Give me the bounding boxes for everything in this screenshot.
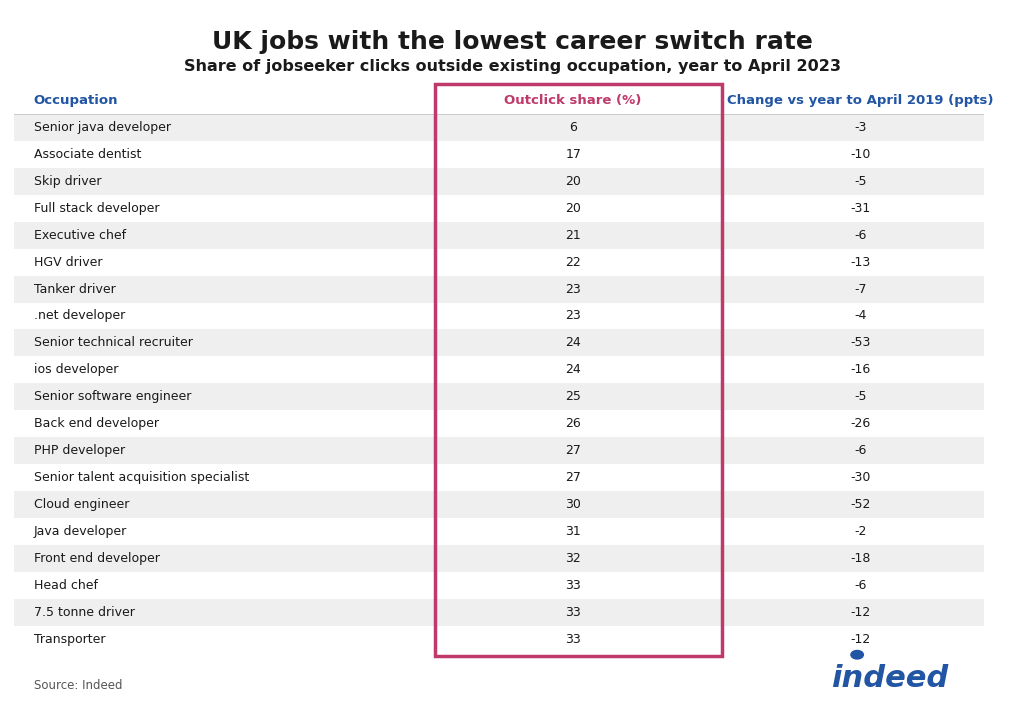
Bar — [14, 87, 984, 114]
Bar — [14, 275, 984, 303]
Text: -5: -5 — [854, 390, 866, 403]
Text: Cloud engineer: Cloud engineer — [34, 498, 129, 511]
Text: 23: 23 — [565, 282, 581, 295]
Text: -12: -12 — [850, 606, 870, 619]
Bar — [14, 491, 984, 518]
Text: Senior java developer: Senior java developer — [34, 121, 171, 134]
Bar — [14, 222, 984, 249]
Bar — [14, 249, 984, 275]
Text: Executive chef: Executive chef — [34, 229, 126, 242]
Text: 27: 27 — [565, 444, 581, 457]
Text: Occupation: Occupation — [34, 94, 119, 107]
Bar — [14, 141, 984, 168]
Text: -31: -31 — [850, 201, 870, 215]
Text: 25: 25 — [565, 390, 581, 403]
Text: Outclick share (%): Outclick share (%) — [505, 94, 642, 107]
Text: Skip driver: Skip driver — [34, 175, 101, 188]
Text: -6: -6 — [854, 579, 866, 592]
Text: 17: 17 — [565, 148, 581, 161]
Bar — [14, 518, 984, 545]
Text: 33: 33 — [565, 606, 581, 619]
Bar — [14, 114, 984, 115]
Text: 26: 26 — [565, 417, 581, 430]
Text: 24: 24 — [565, 336, 581, 349]
Bar — [14, 384, 984, 410]
Text: -10: -10 — [850, 148, 870, 161]
Text: -6: -6 — [854, 444, 866, 457]
Text: 21: 21 — [565, 229, 581, 242]
Text: 7.5 tonne driver: 7.5 tonne driver — [34, 606, 135, 619]
Text: -52: -52 — [850, 498, 870, 511]
Text: 23: 23 — [565, 310, 581, 323]
Text: -16: -16 — [850, 364, 870, 376]
Text: indeed: indeed — [831, 664, 948, 693]
Text: PHP developer: PHP developer — [34, 444, 125, 457]
Circle shape — [850, 650, 864, 660]
Text: Transporter: Transporter — [34, 632, 105, 645]
Bar — [14, 114, 984, 141]
Text: Tanker driver: Tanker driver — [34, 282, 116, 295]
Bar — [14, 329, 984, 356]
Text: Senior talent acquisition specialist: Senior talent acquisition specialist — [34, 471, 249, 484]
Text: Source: Indeed: Source: Indeed — [34, 678, 122, 692]
Bar — [434, 84, 722, 656]
Text: -12: -12 — [850, 632, 870, 645]
Text: Full stack developer: Full stack developer — [34, 201, 160, 215]
Text: Senior software engineer: Senior software engineer — [34, 390, 191, 403]
Text: 27: 27 — [565, 471, 581, 484]
Text: 30: 30 — [565, 498, 581, 511]
Text: -6: -6 — [854, 229, 866, 242]
Text: -26: -26 — [850, 417, 870, 430]
Bar — [14, 303, 984, 329]
Bar — [14, 356, 984, 384]
Text: .net developer: .net developer — [34, 310, 125, 323]
Text: 32: 32 — [565, 552, 581, 565]
Text: 33: 33 — [565, 579, 581, 592]
Text: -7: -7 — [854, 282, 866, 295]
Bar — [14, 195, 984, 222]
Text: Associate dentist: Associate dentist — [34, 148, 141, 161]
Text: -18: -18 — [850, 552, 870, 565]
Bar — [14, 626, 984, 652]
Text: 33: 33 — [565, 632, 581, 645]
Text: ios developer: ios developer — [34, 364, 118, 376]
Text: 31: 31 — [565, 525, 581, 538]
Text: -13: -13 — [850, 256, 870, 269]
Text: -3: -3 — [854, 121, 866, 134]
Bar — [14, 437, 984, 464]
Text: Head chef: Head chef — [34, 579, 98, 592]
Bar — [14, 410, 984, 437]
Text: 20: 20 — [565, 201, 581, 215]
Text: 20: 20 — [565, 175, 581, 188]
Text: Senior technical recruiter: Senior technical recruiter — [34, 336, 193, 349]
Bar — [14, 599, 984, 626]
Text: Change vs year to April 2019 (ppts): Change vs year to April 2019 (ppts) — [727, 94, 993, 107]
Text: 6: 6 — [569, 121, 578, 134]
Text: 24: 24 — [565, 364, 581, 376]
Text: -5: -5 — [854, 175, 866, 188]
Text: Share of jobseeker clicks outside existing occupation, year to April 2023: Share of jobseeker clicks outside existi… — [183, 59, 841, 74]
Bar — [14, 464, 984, 491]
Bar — [14, 545, 984, 572]
Text: Back end developer: Back end developer — [34, 417, 159, 430]
Text: Java developer: Java developer — [34, 525, 127, 538]
Text: -2: -2 — [854, 525, 866, 538]
Text: -30: -30 — [850, 471, 870, 484]
Text: Front end developer: Front end developer — [34, 552, 160, 565]
Text: HGV driver: HGV driver — [34, 256, 102, 269]
Bar — [14, 168, 984, 195]
Text: -4: -4 — [854, 310, 866, 323]
Text: UK jobs with the lowest career switch rate: UK jobs with the lowest career switch ra… — [212, 30, 812, 54]
Text: -53: -53 — [850, 336, 870, 349]
Bar — [14, 572, 984, 599]
Text: 22: 22 — [565, 256, 581, 269]
